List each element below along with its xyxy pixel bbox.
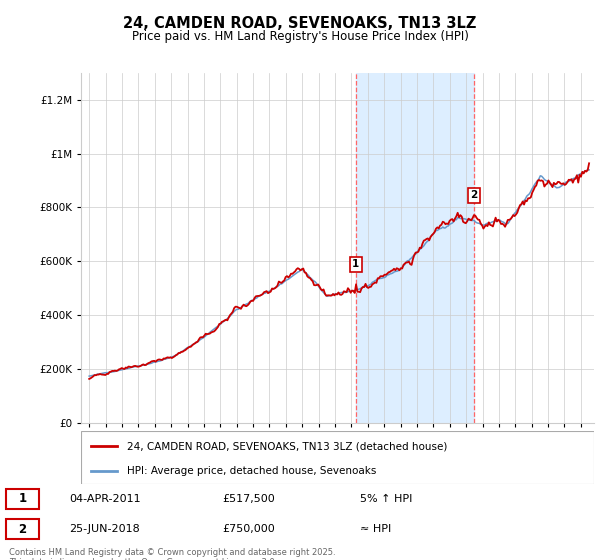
- Text: 2: 2: [470, 190, 478, 200]
- Text: 1: 1: [19, 492, 26, 505]
- Text: Price paid vs. HM Land Registry's House Price Index (HPI): Price paid vs. HM Land Registry's House …: [131, 30, 469, 43]
- Text: £750,000: £750,000: [222, 524, 275, 534]
- Text: 25-JUN-2018: 25-JUN-2018: [69, 524, 140, 534]
- Text: £517,500: £517,500: [222, 494, 275, 504]
- Text: ≈ HPI: ≈ HPI: [360, 524, 391, 534]
- Text: 24, CAMDEN ROAD, SEVENOAKS, TN13 3LZ: 24, CAMDEN ROAD, SEVENOAKS, TN13 3LZ: [124, 16, 476, 31]
- Text: 24, CAMDEN ROAD, SEVENOAKS, TN13 3LZ (detached house): 24, CAMDEN ROAD, SEVENOAKS, TN13 3LZ (de…: [127, 441, 448, 451]
- Text: 2: 2: [19, 522, 26, 535]
- Text: 04-APR-2011: 04-APR-2011: [69, 494, 140, 504]
- Text: Contains HM Land Registry data © Crown copyright and database right 2025.
This d: Contains HM Land Registry data © Crown c…: [9, 548, 335, 560]
- FancyBboxPatch shape: [6, 519, 39, 539]
- FancyBboxPatch shape: [6, 489, 39, 508]
- FancyBboxPatch shape: [81, 431, 594, 484]
- Text: HPI: Average price, detached house, Sevenoaks: HPI: Average price, detached house, Seve…: [127, 466, 377, 476]
- Text: 1: 1: [352, 259, 359, 269]
- Text: 5% ↑ HPI: 5% ↑ HPI: [360, 494, 412, 504]
- Bar: [356, 73, 474, 423]
